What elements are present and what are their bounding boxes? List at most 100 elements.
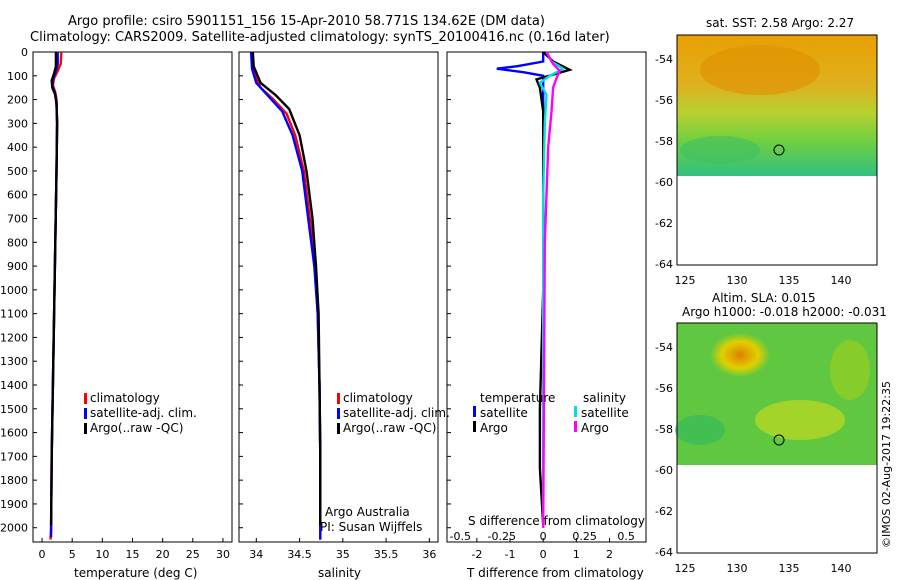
- map-lat-tick-label: -58: [655, 135, 673, 148]
- temperature-xlabel: temperature (deg C): [74, 566, 198, 580]
- series-line-salinity-satellite: [538, 51, 566, 528]
- depth-tick-label: 700: [7, 213, 28, 226]
- map-lon-tick-label: 125: [675, 274, 696, 287]
- map-lat-tick-label: -58: [655, 423, 673, 436]
- sst-map: [676, 34, 878, 266]
- x-tick-label: -1: [505, 548, 516, 561]
- temp-legend-satellite: satellite-adj. clim.: [90, 406, 197, 420]
- x-tick-label: 2: [606, 548, 613, 561]
- sla-low-patch: [675, 415, 725, 445]
- sla-mid-patch-2: [830, 340, 870, 400]
- salinity-note-pi: PI: Susan Wijffels: [320, 520, 423, 534]
- sst-warm-patch: [700, 45, 820, 95]
- depth-tick-label: 1200: [0, 331, 28, 344]
- x-tick-label: 35: [336, 548, 350, 561]
- figure-title-line2: Climatology: CARS2009. Satellite-adjuste…: [30, 30, 610, 45]
- series-line-temperature-argo: [534, 51, 573, 526]
- map-lat-tick-label: -64: [655, 258, 673, 271]
- temperature-panel-frame: [32, 51, 233, 543]
- depth-tick-label: 1300: [0, 355, 28, 368]
- map-lat-tick-label: -62: [655, 217, 673, 230]
- map-lat-tick-label: -60: [655, 176, 673, 189]
- s-diff-tick-label: 0.5: [617, 530, 635, 543]
- salinity-note-institution: Argo Australia: [325, 505, 410, 519]
- x-tick-label: 25: [186, 548, 200, 561]
- depth-tick-label: 1000: [0, 284, 28, 297]
- series-line-climatology: [250, 51, 322, 540]
- map-lon-tick-label: 135: [779, 274, 800, 287]
- depth-tick-label: 1900: [0, 498, 28, 511]
- s-diff-tick-label: 0: [540, 530, 547, 543]
- series-line-argo-raw-qc-: [49, 52, 59, 526]
- depth-tick-label: 300: [7, 117, 28, 130]
- diff-top-label: S difference from climatology: [468, 514, 645, 528]
- salinity-legend-swatches: [337, 393, 340, 434]
- temp-legend-climatology: climatology: [90, 391, 160, 405]
- series-line-argo-raw-qc-: [251, 51, 322, 526]
- salinity-panel-frame: [238, 51, 439, 543]
- figure-title-line1: Argo profile: csiro 5901151_156 15-Apr-2…: [68, 14, 545, 29]
- diff-legend-sal-argo: Argo: [581, 421, 609, 435]
- x-tick-label: 1: [573, 548, 580, 561]
- depth-tick-label: 900: [7, 260, 28, 273]
- x-tick-label: -2: [471, 548, 482, 561]
- map-lon-tick-label: 125: [675, 562, 696, 575]
- map-lon-tick-label: 140: [831, 562, 852, 575]
- map-lon-tick-label: 130: [727, 274, 748, 287]
- depth-tick-label: 1800: [0, 474, 28, 487]
- sst-map-frame: [676, 34, 878, 266]
- sal-legend-argo: Argo(..raw -QC): [343, 421, 437, 435]
- map-lat-tick-label: -60: [655, 464, 673, 477]
- sla-map-frame: [676, 322, 878, 554]
- depth-tick-label: 1400: [0, 379, 28, 392]
- x-tick-label: 0: [540, 548, 547, 561]
- map-lon-tick-label: 135: [779, 562, 800, 575]
- diff-legend-temp-satellite: satellite: [480, 406, 528, 420]
- map-lat-tick-label: -62: [655, 505, 673, 518]
- series-line-satellite-adj-clim-: [249, 51, 322, 540]
- map-lat-tick-label: -64: [655, 546, 673, 559]
- sst-cool-patch: [680, 136, 760, 164]
- depth-tick-label: 800: [7, 236, 28, 249]
- map-lat-tick-label: -56: [655, 94, 673, 107]
- series-line-salinity-argo: [542, 51, 562, 528]
- diff-legend-temperature-title: temperature: [480, 391, 556, 405]
- s-diff-tick-label: -0.25: [487, 530, 515, 543]
- x-tick-label: 30: [216, 548, 230, 561]
- map-lat-tick-label: -54: [655, 53, 673, 66]
- s-diff-tick-label: -0.5: [450, 530, 471, 543]
- depth-tick-label: 1600: [0, 427, 28, 440]
- diff-xlabel: T difference from climatology: [467, 566, 644, 580]
- difference-legend-swatches: [473, 406, 577, 432]
- depth-tick-label: 1500: [0, 403, 28, 416]
- temp-legend-argo: Argo(..raw -QC): [90, 421, 184, 435]
- copyright-credit: ©IMOS 02-Aug-2017 19:22:35: [880, 381, 893, 548]
- x-tick-label: 5: [69, 548, 76, 561]
- depth-tick-label: 0: [21, 46, 28, 59]
- x-tick-label: 34.5: [287, 548, 312, 561]
- map-lat-tick-label: -54: [655, 341, 673, 354]
- x-tick-label: 15: [126, 548, 140, 561]
- map-lat-tick-label: -56: [655, 382, 673, 395]
- sal-legend-climatology: climatology: [343, 391, 413, 405]
- depth-tick-label: 200: [7, 94, 28, 107]
- sla-map-title-line1: Altim. SLA: 0.015: [712, 291, 816, 305]
- difference-panel-frame: [446, 51, 647, 543]
- sal-legend-satellite: satellite-adj. clim.: [343, 406, 450, 420]
- depth-tick-label: 100: [7, 70, 28, 83]
- x-tick-label: 34: [249, 548, 263, 561]
- diff-legend-temp-argo: Argo: [480, 421, 508, 435]
- x-tick-label: 35.5: [374, 548, 399, 561]
- sla-mid-patch: [755, 400, 845, 440]
- series-line-temperature-satellite: [496, 52, 545, 528]
- sla-argo-position-marker: [773, 434, 785, 446]
- salinity-xlabel: salinity: [318, 566, 362, 580]
- depth-tick-label: 1100: [0, 308, 28, 321]
- s-diff-tick-label: 0.25: [572, 530, 597, 543]
- depth-tick-label: 1700: [0, 450, 28, 463]
- depth-tick-label: 400: [7, 141, 28, 154]
- sst-map-title: sat. SST: 2.58 Argo: 2.27: [706, 16, 855, 30]
- x-tick-label: 36: [422, 548, 436, 561]
- sst-argo-position-marker: [773, 144, 785, 156]
- diff-legend-salinity-title: salinity: [583, 391, 627, 405]
